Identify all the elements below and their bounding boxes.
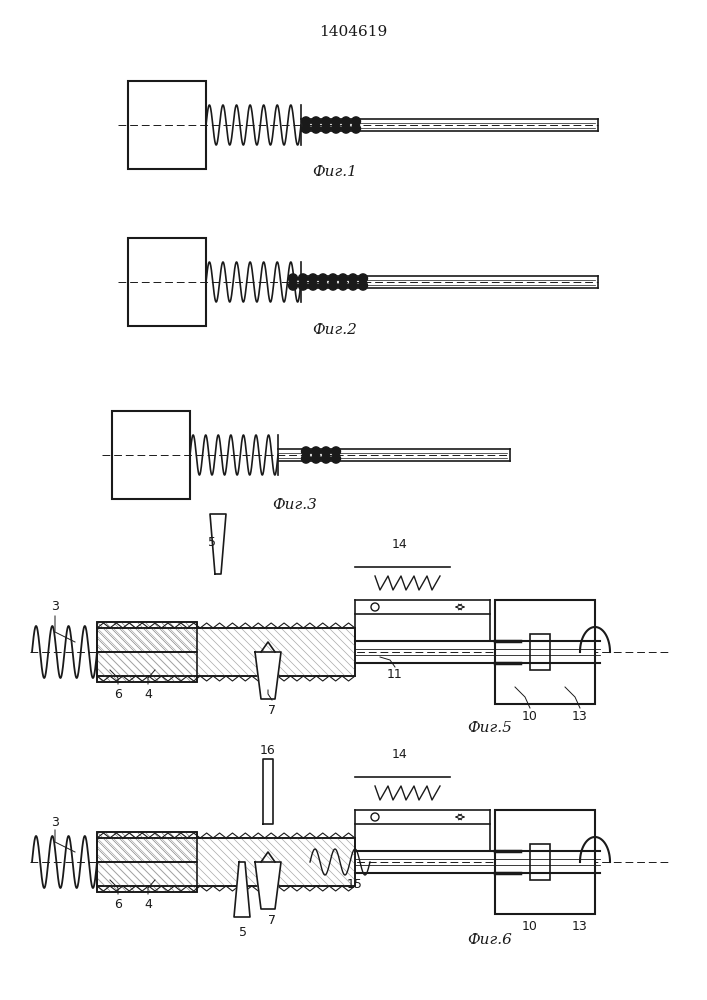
Bar xyxy=(97,628,355,676)
Circle shape xyxy=(318,274,327,283)
Circle shape xyxy=(322,124,330,133)
Circle shape xyxy=(301,454,310,463)
Circle shape xyxy=(312,124,320,133)
Circle shape xyxy=(351,124,361,133)
Circle shape xyxy=(301,124,310,133)
Text: 14: 14 xyxy=(392,538,408,550)
Text: Фиг.1: Фиг.1 xyxy=(312,165,358,179)
Circle shape xyxy=(298,274,308,283)
Circle shape xyxy=(358,281,368,290)
Circle shape xyxy=(341,117,351,126)
Circle shape xyxy=(301,117,310,126)
Circle shape xyxy=(301,447,310,456)
Circle shape xyxy=(358,274,368,283)
Text: 5: 5 xyxy=(239,926,247,938)
Text: 13: 13 xyxy=(572,710,588,724)
Circle shape xyxy=(339,281,348,290)
Bar xyxy=(112,411,190,499)
Circle shape xyxy=(349,281,358,290)
Polygon shape xyxy=(263,759,273,824)
Circle shape xyxy=(341,124,351,133)
Polygon shape xyxy=(255,652,281,699)
Circle shape xyxy=(371,813,379,821)
Polygon shape xyxy=(234,862,250,917)
Text: 1404619: 1404619 xyxy=(319,25,387,39)
Bar xyxy=(97,838,355,886)
Bar xyxy=(97,622,197,652)
Circle shape xyxy=(322,447,330,456)
Circle shape xyxy=(312,454,320,463)
Text: 4: 4 xyxy=(144,898,152,910)
Bar xyxy=(97,628,355,676)
Circle shape xyxy=(298,281,308,290)
Text: 6: 6 xyxy=(114,688,122,700)
Circle shape xyxy=(332,117,341,126)
Bar xyxy=(97,862,197,892)
Text: 5: 5 xyxy=(208,536,216,548)
Circle shape xyxy=(288,274,298,283)
Circle shape xyxy=(308,274,317,283)
Bar xyxy=(97,652,197,682)
Circle shape xyxy=(332,447,341,456)
Circle shape xyxy=(349,274,358,283)
Text: Фиг.5: Фиг.5 xyxy=(467,721,513,735)
Bar xyxy=(97,862,197,892)
Bar xyxy=(495,810,595,914)
Text: 10: 10 xyxy=(522,710,538,724)
Bar xyxy=(97,622,197,652)
Bar xyxy=(128,238,206,326)
Circle shape xyxy=(322,454,330,463)
Text: 6: 6 xyxy=(114,898,122,910)
Circle shape xyxy=(288,281,298,290)
Text: 16: 16 xyxy=(260,744,276,756)
Text: 13: 13 xyxy=(572,920,588,934)
Bar xyxy=(97,652,197,682)
Bar xyxy=(128,81,206,169)
Circle shape xyxy=(312,447,320,456)
Text: 7: 7 xyxy=(268,704,276,716)
Text: 10: 10 xyxy=(522,920,538,934)
Circle shape xyxy=(318,281,327,290)
Circle shape xyxy=(332,454,341,463)
Circle shape xyxy=(322,117,330,126)
Text: 14: 14 xyxy=(392,748,408,760)
Circle shape xyxy=(308,281,317,290)
Text: 15: 15 xyxy=(347,878,363,890)
Circle shape xyxy=(329,281,337,290)
Text: Фиг.6: Фиг.6 xyxy=(467,933,513,947)
Text: Фиг.3: Фиг.3 xyxy=(273,498,317,512)
Bar xyxy=(530,634,550,670)
Text: 4: 4 xyxy=(144,688,152,700)
Polygon shape xyxy=(255,862,281,909)
Circle shape xyxy=(339,274,348,283)
Circle shape xyxy=(332,124,341,133)
Bar xyxy=(97,838,355,886)
Text: 3: 3 xyxy=(51,600,59,613)
Circle shape xyxy=(351,117,361,126)
Text: 7: 7 xyxy=(268,914,276,926)
Text: Фиг.2: Фиг.2 xyxy=(312,323,358,337)
Circle shape xyxy=(329,274,337,283)
Text: 11: 11 xyxy=(387,668,403,680)
Circle shape xyxy=(371,603,379,611)
Circle shape xyxy=(312,117,320,126)
Bar xyxy=(530,844,550,880)
Polygon shape xyxy=(210,514,226,574)
Text: 3: 3 xyxy=(51,816,59,828)
Bar xyxy=(495,600,595,704)
Bar xyxy=(97,832,197,862)
Bar xyxy=(97,832,197,862)
